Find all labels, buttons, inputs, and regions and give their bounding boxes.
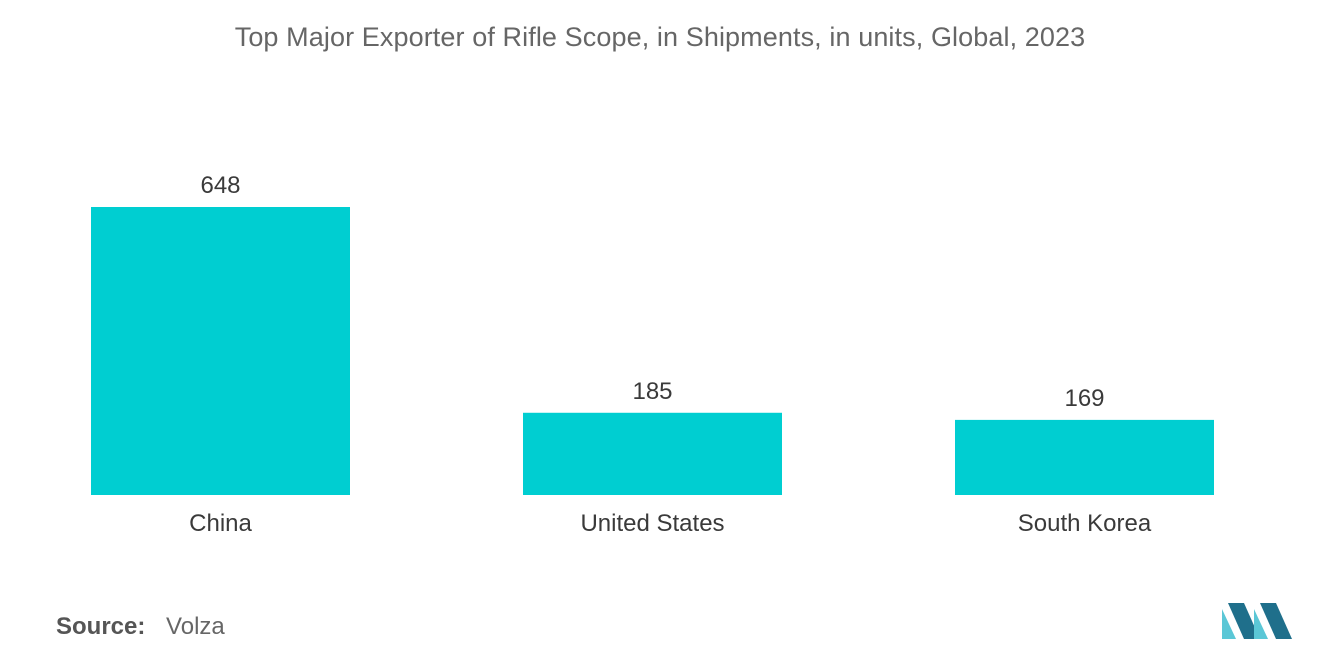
bar-chart: 648 185 169 China United States South Korea [91,172,1214,537]
chart-title: Top Major Exporter of Rifle Scope, in Sh… [234,22,1086,52]
source-value: Volza [166,613,225,640]
bar-china [91,207,350,495]
category-label-united-states: United States [580,510,724,537]
value-label-united-states: 185 [632,378,672,405]
value-labels-group: 648 185 169 [200,172,1104,412]
value-label-south-korea: 169 [1064,385,1104,412]
bars-group [91,207,1214,495]
value-label-china: 648 [200,172,240,199]
source-label: Source: [56,613,146,640]
category-label-south-korea: South Korea [1018,510,1152,537]
category-labels-group: China United States South Korea [189,510,1152,537]
source-note: Source: Volza [56,613,225,641]
category-label-china: China [189,510,252,537]
bar-united-states [523,412,782,495]
bar-south-korea [955,419,1214,495]
mordor-logo-icon [1222,603,1292,639]
